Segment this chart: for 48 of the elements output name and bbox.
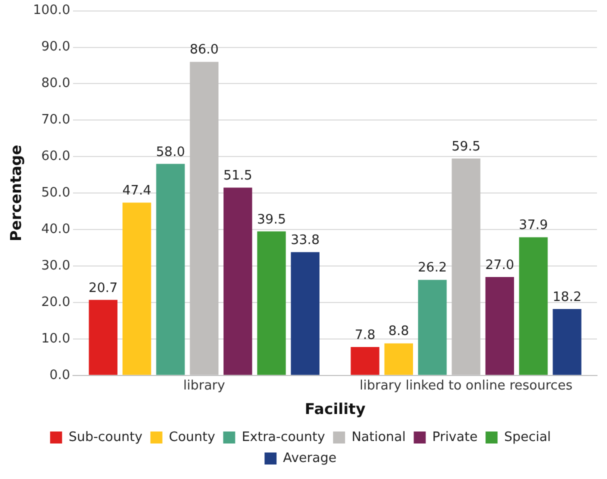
data-label: 7.8: [354, 328, 376, 343]
y-tick-label: 20.0: [41, 294, 70, 310]
legend-label: Special: [504, 430, 551, 445]
data-label: 26.2: [418, 260, 447, 276]
y-tick-label: 80.0: [41, 76, 70, 92]
y-tick-label: 90.0: [41, 40, 70, 55]
data-label: 86.0: [190, 42, 219, 58]
data-label: 27.0: [485, 258, 514, 273]
bar: [350, 346, 380, 375]
bar: [552, 309, 582, 375]
bar: [519, 237, 548, 375]
y-tick-label: 70.0: [41, 112, 70, 128]
y-tick-label: 100.0: [33, 3, 70, 18]
legend-label: County: [168, 430, 216, 445]
data-label: 39.5: [257, 212, 286, 228]
data-label: 8.8: [388, 324, 410, 340]
y-axis-title: Percentage: [6, 144, 25, 242]
data-label: 33.8: [290, 233, 320, 248]
bar: [122, 202, 152, 375]
bar: [156, 164, 185, 375]
bar: [418, 280, 447, 375]
data-label: 58.0: [156, 144, 185, 160]
y-tick-label: 0.0: [50, 368, 70, 383]
legend-label: Extra-county: [242, 430, 326, 445]
y-tick-label: 40.0: [41, 222, 70, 237]
bar: [88, 300, 118, 375]
bar: [384, 343, 414, 375]
x-axis-title: Facility: [304, 400, 366, 418]
y-tick-label: 30.0: [41, 258, 70, 274]
x-tick-label: library linked to online resources: [360, 378, 573, 394]
data-label: 59.5: [452, 139, 481, 154]
y-tick-label: 50.0: [41, 185, 70, 200]
legend-label: Average: [283, 450, 336, 466]
x-tick-label: library: [183, 378, 226, 394]
data-label: 20.7: [88, 280, 118, 296]
legend-label: Sub-county: [68, 430, 143, 445]
data-label: 47.4: [122, 183, 152, 198]
legend-label: Private: [432, 430, 478, 445]
bar: [224, 188, 252, 375]
y-tick-label: 60.0: [41, 149, 70, 164]
data-label: 18.2: [552, 290, 582, 305]
legend-label: National: [352, 430, 406, 445]
data-label: 51.5: [223, 168, 252, 184]
bar: [290, 252, 320, 375]
y-tick-label: 10.0: [41, 331, 70, 346]
bar: [257, 231, 286, 375]
bar: [485, 276, 514, 375]
data-label: 37.9: [518, 218, 548, 234]
